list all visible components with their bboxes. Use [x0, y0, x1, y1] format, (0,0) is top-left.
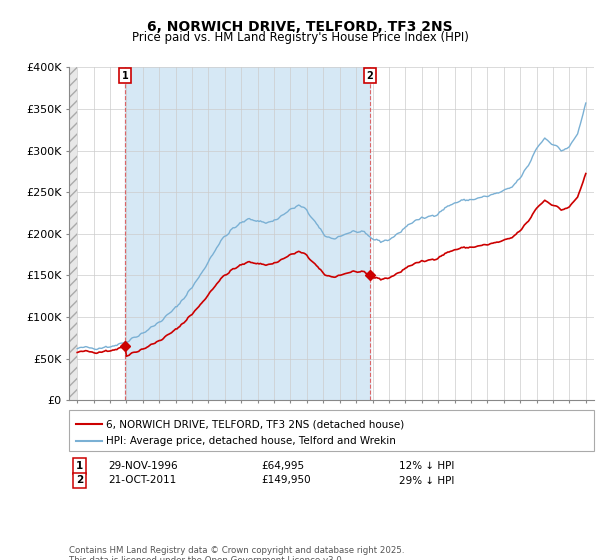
Text: 6, NORWICH DRIVE, TELFORD, TF3 2NS: 6, NORWICH DRIVE, TELFORD, TF3 2NS [147, 20, 453, 34]
Text: 2: 2 [367, 71, 373, 81]
Text: 12% ↓ HPI: 12% ↓ HPI [399, 461, 454, 471]
Text: 21-OCT-2011: 21-OCT-2011 [108, 475, 176, 486]
Text: 2: 2 [76, 475, 83, 486]
Bar [125, 67, 370, 400]
Text: 1: 1 [76, 461, 83, 471]
Text: 6, NORWICH DRIVE, TELFORD, TF3 2NS (detached house): 6, NORWICH DRIVE, TELFORD, TF3 2NS (deta… [106, 419, 404, 430]
Text: 29-NOV-1996: 29-NOV-1996 [108, 461, 178, 471]
Text: Contains HM Land Registry data © Crown copyright and database right 2025.
This d: Contains HM Land Registry data © Crown c… [69, 546, 404, 560]
Bar [69, 67, 77, 400]
Text: Price paid vs. HM Land Registry's House Price Index (HPI): Price paid vs. HM Land Registry's House … [131, 31, 469, 44]
Text: HPI: Average price, detached house, Telford and Wrekin: HPI: Average price, detached house, Telf… [106, 436, 396, 446]
Text: £64,995: £64,995 [261, 461, 304, 471]
Text: 1: 1 [122, 71, 128, 81]
Text: 29% ↓ HPI: 29% ↓ HPI [399, 475, 454, 486]
Text: £149,950: £149,950 [261, 475, 311, 486]
